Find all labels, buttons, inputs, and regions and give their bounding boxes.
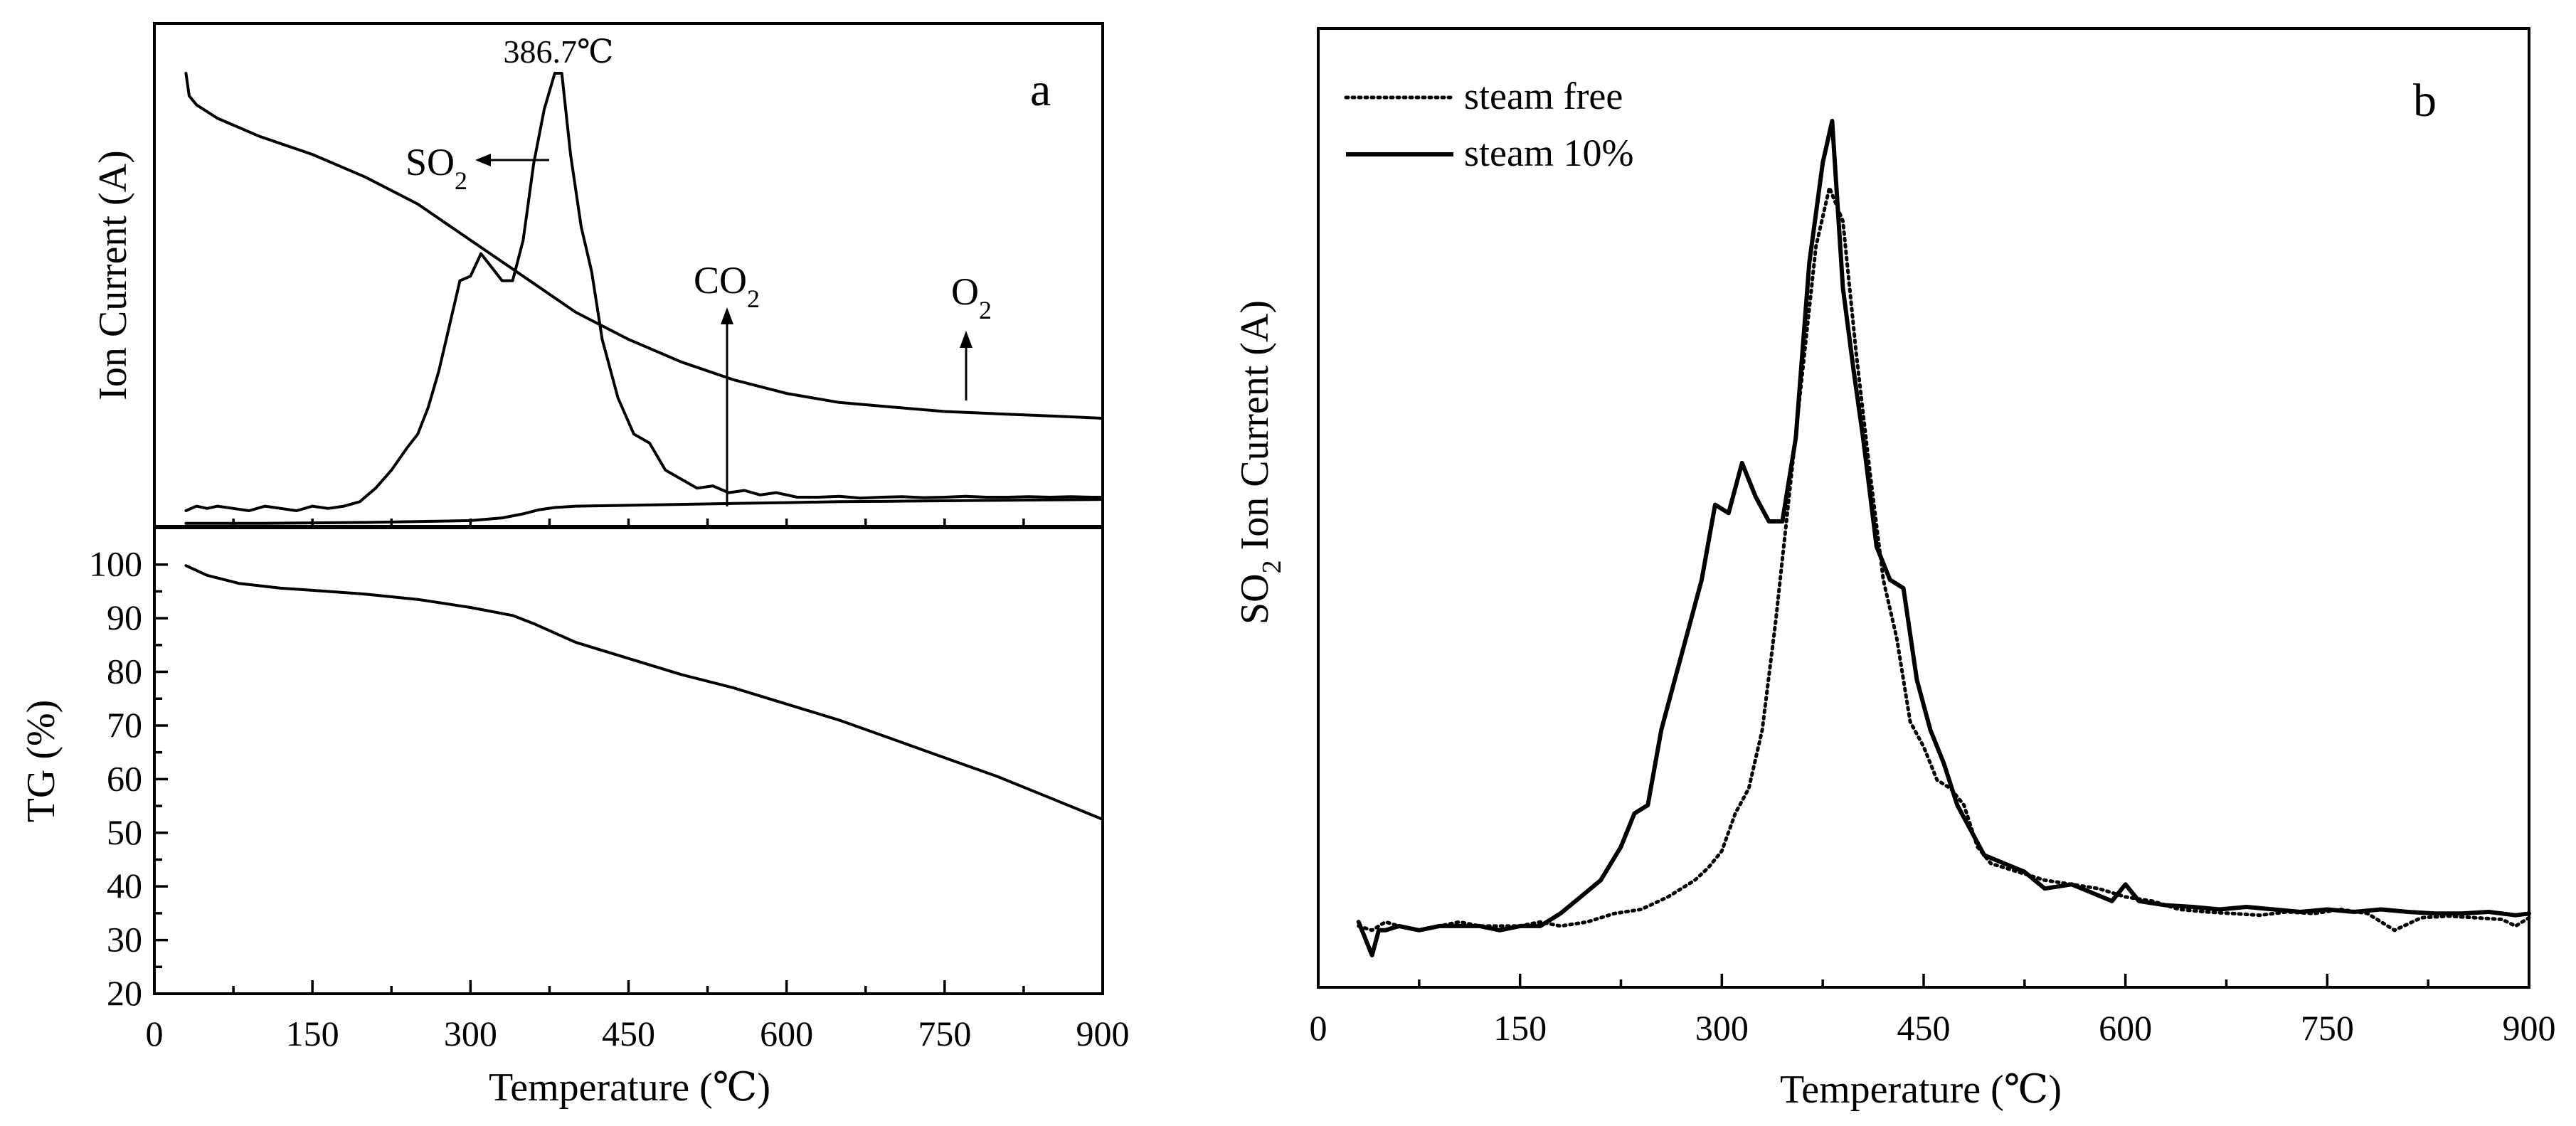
b-x-tick-label: 600 [2099,1008,2152,1048]
a-y-tick-label: 90 [107,597,142,637]
co2-label: CO2 [694,259,760,313]
b-x-tick-label: 0 [1310,1008,1327,1048]
a-x-tick-label: 300 [444,1014,497,1053]
b-x-tick-label: 450 [1897,1008,1951,1048]
so2-arrow-head [475,154,491,166]
a-x-tick-label: 450 [602,1014,655,1053]
panel-a-xlabel: Temperature (℃) [489,1066,770,1110]
panel-a-y-ticks: 20 30 40 50 60 70 80 90 100 [89,544,168,1013]
o2-label: O2 [951,270,992,324]
panel-a-ion-ylabel: Ion Current (A) [91,150,135,400]
b-x-tick-label: 300 [1695,1008,1749,1048]
panel-a-x-ticks: 0 150 300 450 600 750 900 [146,519,1130,1053]
b-x-tick-label: 750 [2301,1008,2354,1048]
a-x-tick-label: 900 [1076,1014,1130,1053]
panel-b-series [1356,119,2531,957]
a-y-tick-label: 70 [107,705,142,745]
co2-arrow-head [721,307,733,324]
b-x-tick-label: 900 [2503,1008,2556,1048]
legend-steam-10-label: steam 10% [1464,132,1633,174]
panel-b: 0 150 300 450 600 750 900 b SO2 Ion Current (A… [1233,27,2556,1112]
series-steam-free-line [1357,186,2531,933]
a-y-tick-label: 60 [107,758,142,798]
series-co2-line [184,498,1104,525]
panel-b-x-ticks: 0 150 300 450 600 750 900 [1310,974,2556,1048]
o2-arrow-head [960,331,972,348]
panel-b-xlabel: Temperature (℃) [1780,1068,2062,1112]
so2-label: SO2 [406,141,467,195]
panel-b-ylabel: SO2 Ion Current (A) [1233,300,1287,625]
legend-steam-free-label: steam free [1464,75,1623,117]
panel-a-tg-ylabel: TG (%) [19,700,63,823]
panel-a-tg-series [184,564,1104,821]
a-x-tick-label: 600 [760,1014,813,1053]
panel-b-frame [1317,27,2530,989]
a-y-tick-label: 40 [107,866,142,905]
a-x-tick-label: 0 [146,1014,164,1053]
panel-a-bottom-frame [153,526,1104,995]
series-tg-line [184,564,1104,821]
series-steam-10-line [1356,119,2531,957]
panel-a-label: a [1030,64,1051,116]
a-y-tick-label: 30 [107,920,142,960]
a-y-tick-label: 100 [89,544,142,584]
a-y-tick-label: 20 [107,973,142,1013]
a-y-tick-label: 50 [107,812,142,852]
panel-b-label: b [2413,75,2437,127]
series-o2-line [184,72,1104,420]
a-x-tick-label: 750 [918,1014,971,1053]
panel-a: 0 150 300 450 600 750 900 2030405060708090100 … [19,22,1130,1110]
panel-b-legend: steam free steam 10% [1344,75,1633,174]
peak-temperature-label: 386.7℃ [504,33,614,70]
series-so2-line [184,72,1104,512]
a-x-tick-label: 150 [286,1014,339,1053]
b-x-tick-label: 150 [1493,1008,1547,1048]
a-y-tick-label: 80 [107,652,142,691]
